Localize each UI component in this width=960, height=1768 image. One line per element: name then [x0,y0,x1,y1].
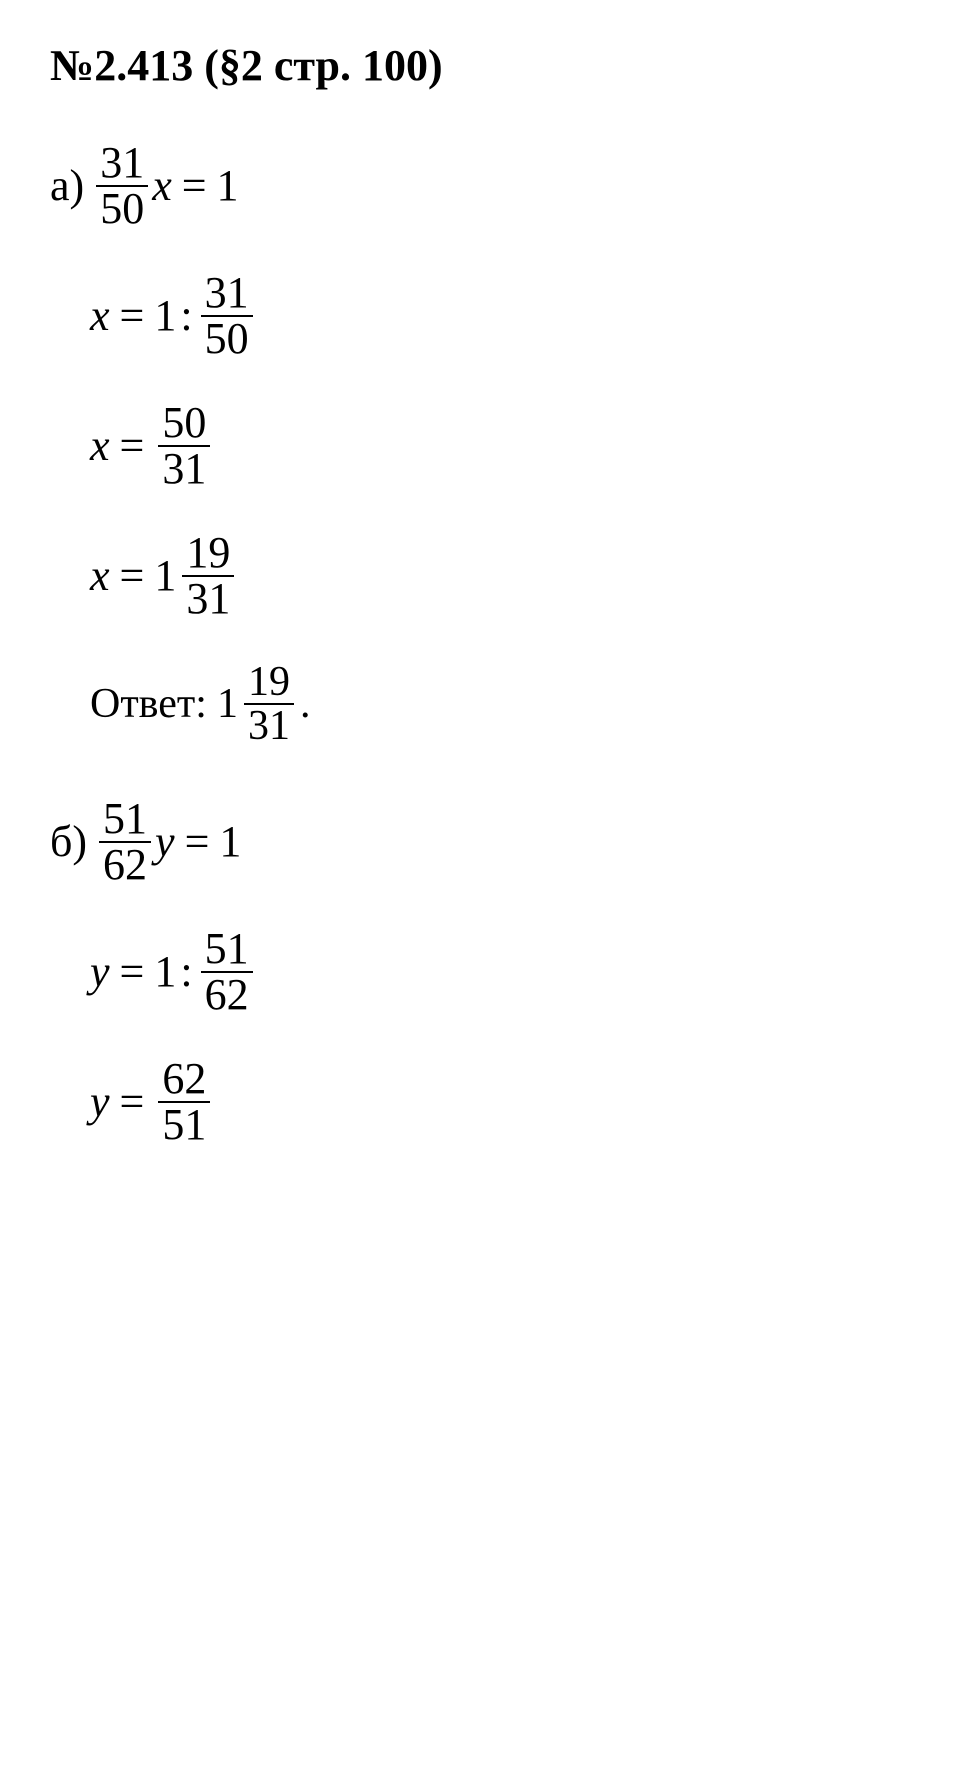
variable-y: y [90,950,110,994]
partB-label: б) [50,820,87,864]
value-one: 1 [154,294,176,338]
numerator: 19 [244,661,294,703]
denominator: 31 [182,575,234,621]
partA-equation-2: x = 1 : 31 50 [90,271,910,361]
partB-equation-3: y = 62 51 [90,1057,910,1147]
equals: = [120,950,145,994]
rhs-value: 1 [219,820,241,864]
fraction: 31 50 [96,141,148,231]
variable-x: x [90,294,110,338]
partA-equation-4: x = 1 19 31 [90,531,910,621]
answer-label: Ответ: [90,683,207,725]
partA-label: а) [50,164,84,208]
denominator: 50 [201,315,253,361]
fraction: 19 31 [182,531,234,621]
numerator: 31 [201,271,253,315]
variable-x: x [90,424,110,468]
numerator: 50 [158,401,210,445]
equals: = [120,294,145,338]
value-one: 1 [154,950,176,994]
rhs-value: 1 [217,164,239,208]
fraction: 50 31 [158,401,210,491]
whole-part: 1 [154,554,176,598]
mixed-number: 1 19 31 [154,531,238,621]
equals: = [120,424,145,468]
equals: = [185,820,210,864]
fraction: 51 62 [99,797,151,887]
partB-equation-2: y = 1 : 51 62 [90,927,910,1017]
equals: = [120,1080,145,1124]
variable-x: x [152,164,172,208]
page-title: №2.413 (§2 стр. 100) [50,40,910,91]
equals: = [182,164,207,208]
numerator: 51 [99,797,151,841]
division-colon: : [180,294,192,338]
partA-equation-1: а) 31 50 x = 1 [50,141,910,231]
partA-equation-3: x = 50 31 [90,401,910,491]
mixed-number: 1 19 31 [217,661,298,747]
denominator: 31 [244,703,294,747]
variable-y: y [155,820,175,864]
whole-part: 1 [217,683,238,725]
numerator: 62 [158,1057,210,1101]
numerator: 19 [182,531,234,575]
division-colon: : [180,950,192,994]
variable-x: x [90,554,110,598]
denominator: 62 [99,841,151,887]
fraction: 19 31 [244,661,294,747]
denominator: 50 [96,185,148,231]
variable-y: y [90,1080,110,1124]
fraction: 62 51 [158,1057,210,1147]
fraction: 51 62 [201,927,253,1017]
numerator: 31 [96,141,148,185]
period: . [300,683,311,725]
denominator: 31 [158,445,210,491]
fraction: 31 50 [201,271,253,361]
partA-answer: Ответ: 1 19 31 . [90,661,910,747]
partB-equation-1: б) 51 62 y = 1 [50,797,910,887]
denominator: 62 [201,971,253,1017]
denominator: 51 [158,1101,210,1147]
numerator: 51 [201,927,253,971]
equals: = [120,554,145,598]
